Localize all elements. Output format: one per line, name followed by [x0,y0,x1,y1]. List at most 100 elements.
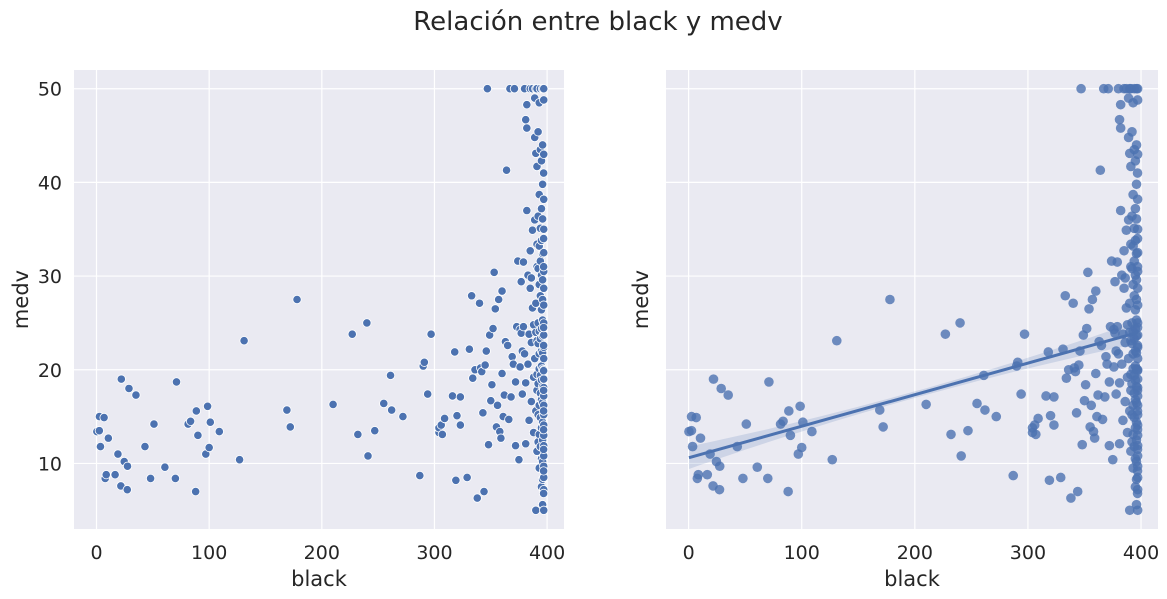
data-point [516,277,526,287]
data-point [1114,378,1125,388]
data-point [539,224,549,234]
data-point [1061,373,1072,383]
data-point [539,374,549,384]
data-point [795,401,805,412]
data-point [1104,440,1115,451]
data-point [496,433,506,443]
data-point [490,304,500,314]
data-point [1033,413,1043,424]
data-point [234,455,245,465]
left-scatter-plot: 0 100 200 300 400 10 20 30 40 50 black medv [9,70,565,591]
data-point [708,374,719,384]
data-point [1132,353,1143,364]
right-regression-plot: 0 100 200 300 400 black medv [629,70,1159,591]
data-point [716,383,726,394]
data-point [537,214,548,224]
data-point [124,383,134,394]
data-point [1118,415,1128,426]
data-point [1045,410,1056,421]
data-point [1132,488,1143,499]
data-point [1120,396,1130,407]
data-point [185,416,196,426]
data-point [149,419,159,429]
data-point [1120,273,1130,283]
data-point [1111,389,1121,399]
data-point [1071,408,1082,418]
x-tick-label: 400 [1123,542,1159,564]
data-point [116,374,126,384]
data-point [539,366,549,376]
data-point [764,377,774,387]
data-point [539,488,549,499]
data-point [1079,395,1090,406]
data-point [113,449,123,459]
data-point [1132,505,1143,516]
data-point [523,359,533,369]
data-point [489,267,499,277]
data-point [714,484,725,495]
data-point [363,451,373,461]
data-point [1049,420,1059,430]
data-point [370,426,380,436]
data-point [131,390,141,400]
data-point [972,398,982,409]
data-point [693,469,704,480]
x-tick-label: 100 [784,542,820,564]
data-point [537,179,548,189]
data-point [946,429,956,440]
data-point [1132,283,1143,294]
data-point [831,335,842,346]
data-point [447,391,458,401]
data-point [415,471,425,481]
y-axis-label: medv [629,270,653,329]
data-point [467,291,477,301]
data-point [536,204,547,214]
data-point [328,399,338,410]
x-tick-label: 400 [529,542,565,564]
data-point [1132,233,1143,244]
data-point [1132,365,1143,376]
data-point [285,422,295,432]
data-point [483,440,494,450]
data-point [110,470,120,480]
data-point [1074,360,1084,370]
figure-title: Relación entre black y medv [413,7,782,37]
data-point [691,412,701,423]
data-point [362,318,372,328]
data-point [347,329,357,339]
x-tick-label: 200 [304,542,340,564]
data-point [980,405,990,415]
data-point [1112,321,1123,332]
data-point [494,294,504,305]
data-point [353,429,363,439]
data-point [785,430,796,441]
data-point [539,340,549,350]
data-point [539,168,549,178]
data-point [522,123,532,133]
data-point [239,336,249,346]
x-axis-label: black [884,567,941,591]
x-axis-label: black [291,567,348,591]
data-point [488,323,498,334]
data-point [387,405,397,415]
data-point [452,411,462,421]
data-point [991,411,1002,422]
data-point [539,248,549,258]
data-point [1132,322,1143,333]
x-tick-label: 0 [683,542,695,564]
data-point [537,275,548,285]
data-point [723,390,734,400]
data-point [191,406,201,416]
data-point [214,426,224,437]
data-point [122,485,132,495]
data-point [204,442,214,453]
plot-background [666,70,1158,529]
data-point [193,430,203,440]
data-point [1112,257,1123,267]
data-point [1044,475,1055,486]
data-point [515,362,525,372]
data-point [517,389,527,399]
data-point [1031,429,1041,440]
data-point [487,380,497,390]
data-point [482,84,493,94]
